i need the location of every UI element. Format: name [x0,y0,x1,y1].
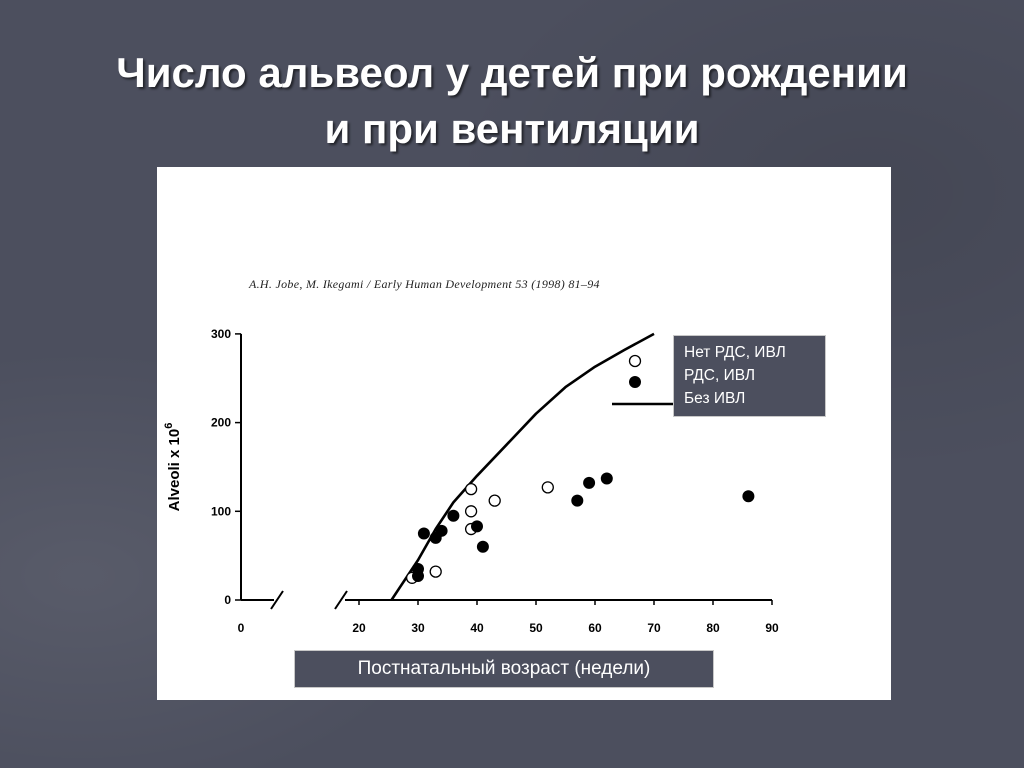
slide-title: Число альвеол у детей при рождении и при… [0,45,1024,157]
legend-item-not-ventilated: Без ИВЛ [684,390,746,407]
y-tick-label-0: 0 [224,593,231,607]
x-axis-label: Постнатальный возраст (недели) [294,650,714,688]
point-no-rds-ventilated-2 [464,482,478,496]
legend-marker-open-circle [628,354,642,368]
point-no-rds-ventilated-3 [464,505,478,518]
chart-points-layer [405,472,755,584]
point-rds-ventilated-10 [600,472,613,485]
x-axis-break-mark-1 [270,590,284,610]
point-rds-ventilated-4 [435,524,448,537]
chart-ticks: 0 100 200 300 0 20 30 40 50 60 70 80 90 [211,327,779,635]
y-axis-label-exponent: 6 [163,423,175,429]
x-tick-label-30: 30 [411,621,425,635]
y-axis-label-main: Alveoli x 10 [166,429,183,512]
curve-not-ventilated [390,332,655,601]
point-rds-ventilated-5 [447,509,460,522]
slide-title-line-2: и при вентиляции [324,105,700,152]
alveoli-chart: 0 100 200 300 0 20 30 40 50 60 70 80 90 Alveoli x 10… [163,327,779,635]
y-axis-label: Alveoli x 106 [163,423,183,512]
x-tick-label-20: 20 [352,621,366,635]
figure-panel: A.H. Jobe, M. Ikegami / Early Human Deve… [157,167,891,700]
legend-item-no-rds-ventilated: Нет РДС, ИВЛ [684,344,786,361]
x-tick-label-90: 90 [765,621,779,635]
chart-curve-layer [390,332,655,601]
point-no-rds-ventilated-6 [541,481,554,494]
point-no-rds-ventilated-5 [488,494,501,507]
point-rds-ventilated-9 [583,476,596,489]
x-tick-label-0: 0 [238,621,245,635]
point-rds-ventilated-11 [742,490,755,503]
point-no-rds-ventilated-1 [429,565,442,578]
point-rds-ventilated-2 [417,527,430,540]
y-tick-label-200: 200 [211,416,231,430]
legend-markers [612,354,673,406]
legend-box: Нет РДС, ИВЛ РДС, ИВЛ Без ИВЛ [673,335,826,417]
x-tick-label-70: 70 [647,621,661,635]
x-tick-label-60: 60 [588,621,602,635]
citation: A.H. Jobe, M. Ikegami / Early Human Deve… [249,277,600,291]
slide-title-line-1: Число альвеол у детей при рождении [116,49,908,96]
x-tick-label-80: 80 [706,621,720,635]
y-tick-label-300: 300 [211,327,231,341]
legend-marker-filled-circle [629,376,641,388]
y-tick-label-100: 100 [211,504,231,518]
chart-axes [240,333,772,610]
legend-item-rds-ventilated: РДС, ИВЛ [684,367,756,384]
point-rds-ventilated-6 [471,520,483,533]
x-axis-break-mark-2 [334,590,348,610]
x-tick-label-40: 40 [470,621,484,635]
point-rds-ventilated-7 [476,540,489,553]
point-rds-ventilated-8 [571,494,584,507]
point-rds-ventilated-1 [412,570,424,583]
x-tick-label-50: 50 [529,621,543,635]
